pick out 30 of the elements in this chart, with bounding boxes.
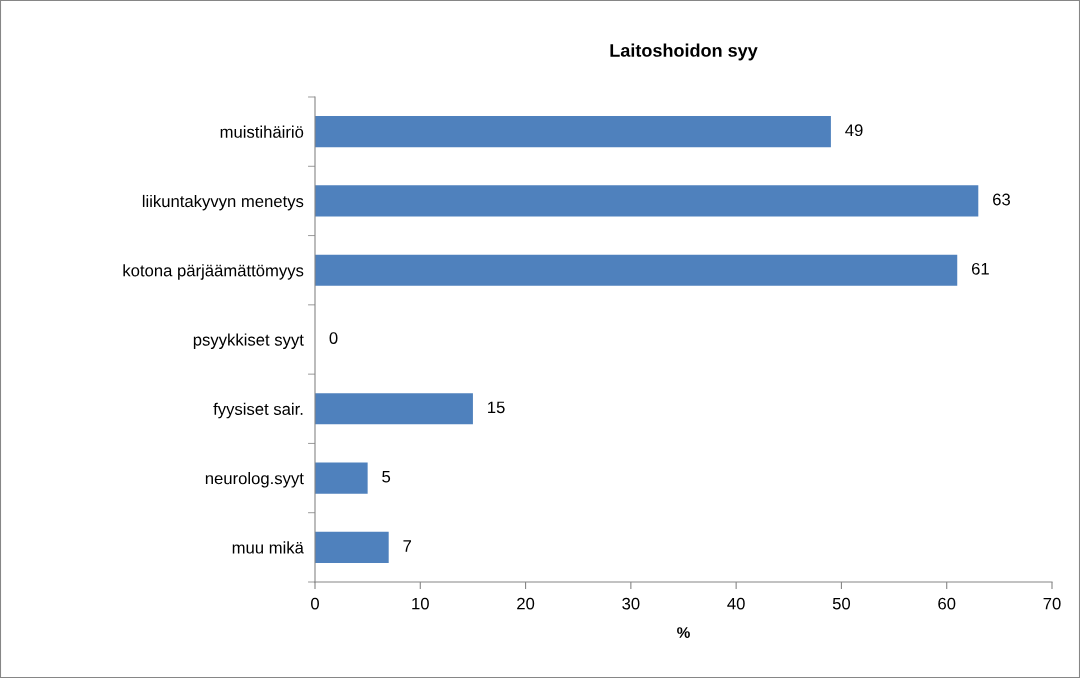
x-tick-label: 50 [832,597,851,610]
bar [315,531,389,563]
chart-title: Laitoshoidon syy [610,43,758,61]
bar [315,185,979,217]
data-label: 7 [403,540,412,552]
y-tick-label: kotona pärjäämättömyys [123,264,304,280]
data-label: 0 [329,332,338,344]
x-tick-label: 0 [311,597,319,610]
x-tick-label: 70 [1043,597,1061,610]
x-tick-label: 30 [622,597,640,610]
data-label: 5 [382,470,391,483]
x-tick-label: 20 [517,597,535,610]
y-tick-label: liikuntakyvyn menetys [142,194,304,211]
bar [315,393,473,425]
x-axis-title: % [677,627,690,638]
bar [315,462,368,494]
x-tick-label: 10 [412,597,429,610]
y-tick-label: fyysiset sair. [213,402,303,419]
y-tick-label: psyykkiset syyt [193,333,304,349]
data-label: 15 [488,401,505,414]
y-tick-label: muu mikä [232,541,304,554]
x-tick-label: 40 [727,597,745,610]
data-label: 61 [971,262,989,275]
bar [315,254,958,286]
x-tick-label: 60 [938,597,956,610]
y-tick-label: muistihäiriö [220,125,304,138]
y-tick-label: neurolog.syyt [205,472,304,488]
bar [315,116,831,148]
data-label: 49 [845,124,863,137]
data-label: 63 [993,193,1010,206]
